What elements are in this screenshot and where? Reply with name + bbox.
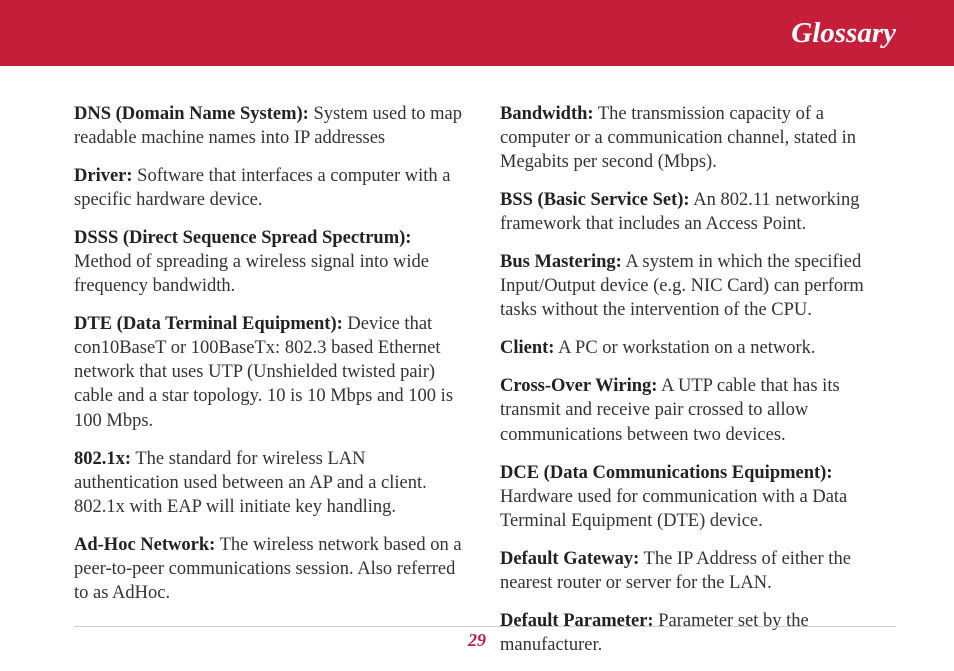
glossary-term: Default Gateway: (500, 549, 639, 569)
glossary-term: Driver: (74, 166, 133, 186)
glossary-term: DCE (Data Communications Equipment): (500, 463, 833, 483)
glossary-entry: Cross-Over Wiring: A UTP cable that has … (500, 374, 896, 446)
glossary-entry: Bandwidth: The transmission capacity of … (500, 102, 896, 174)
glossary-entry: DTE (Data Terminal Equipment): Device th… (74, 312, 470, 432)
glossary-entry: DCE (Data Communications Equipment): Har… (500, 461, 896, 533)
glossary-term: Cross-Over Wiring: (500, 376, 657, 396)
glossary-term: Bus Mastering: (500, 252, 622, 272)
glossary-content: DNS (Domain Name System): System used to… (0, 66, 954, 671)
glossary-term: BSS (Basic Service Set): (500, 190, 690, 210)
glossary-definition: A PC or workstation on a network. (554, 338, 815, 358)
right-column: Bandwidth: The transmission capacity of … (500, 102, 896, 671)
glossary-definition: Method of spreading a wireless signal in… (74, 252, 429, 296)
glossary-entry: DNS (Domain Name System): System used to… (74, 102, 470, 150)
left-column: DNS (Domain Name System): System used to… (74, 102, 470, 671)
glossary-entry: Default Gateway: The IP Address of eithe… (500, 547, 896, 595)
glossary-term: Default Parameter: (500, 611, 654, 631)
glossary-term: 802.1x: (74, 449, 131, 469)
footer-rule (74, 626, 896, 627)
glossary-entry: DSSS (Direct Sequence Spread Spec­trum):… (74, 226, 470, 298)
glossary-entry: Driver: Software that interfaces a compu… (74, 164, 470, 212)
page-number: 29 (0, 630, 954, 651)
glossary-term: Bandwidth: (500, 104, 594, 124)
glossary-entry: Bus Mastering: A system in which the spe… (500, 250, 896, 322)
glossary-term: DTE (Data Terminal Equipment): (74, 314, 343, 334)
header-bar: Glossary (0, 0, 954, 66)
page-title: Glossary (791, 17, 896, 50)
glossary-term: DSSS (Direct Sequence Spread Spec­trum): (74, 228, 411, 248)
glossary-entry: 802.1x: The standard for wireless LAN au… (74, 447, 470, 519)
glossary-term: Client: (500, 338, 554, 358)
glossary-entry: BSS (Basic Service Set): An 802.11 net­w… (500, 188, 896, 236)
glossary-term: Ad-Hoc Network: (74, 535, 215, 555)
glossary-definition: Hardware used for communication with a D… (500, 487, 847, 531)
glossary-entry: Ad-Hoc Network: The wireless network bas… (74, 533, 470, 605)
glossary-term: DNS (Domain Name System): (74, 104, 309, 124)
glossary-entry: Client: A PC or workstation on a network… (500, 336, 896, 360)
